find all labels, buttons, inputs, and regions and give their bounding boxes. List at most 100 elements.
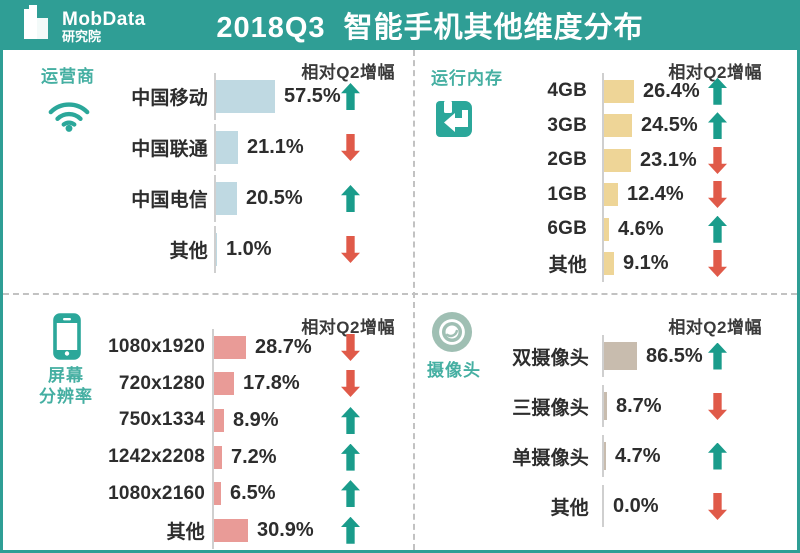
category-label: 1080x2160 xyxy=(108,482,205,504)
axis-line xyxy=(602,72,604,110)
trend-down-icon xyxy=(708,147,727,174)
value-label: 30.9% xyxy=(257,518,314,541)
category-label: 双摄像头 xyxy=(512,347,589,369)
axis-line xyxy=(602,176,604,214)
vertical-divider xyxy=(413,50,415,550)
memory-icon xyxy=(433,98,475,145)
axis-line xyxy=(214,73,216,120)
category-label: 其他 xyxy=(550,497,589,519)
q2-growth-header: 相对Q2增幅 xyxy=(668,63,762,82)
value-label: 86.5% xyxy=(646,344,703,367)
chart-row: 双摄像头 86.5% xyxy=(415,331,797,381)
chart-row: 6GB 4.6% xyxy=(415,210,797,248)
category-label: 中国电信 xyxy=(131,190,208,211)
axis-line xyxy=(214,175,216,222)
value-label: 1.0% xyxy=(226,238,272,260)
trend-down-icon xyxy=(708,250,727,277)
bar xyxy=(604,442,606,470)
chart-row: 720x1280 17.8% xyxy=(3,365,413,403)
bar xyxy=(216,233,217,266)
chart-row: 1080x2160 6.5% xyxy=(3,475,413,513)
trend-up-icon xyxy=(708,112,727,140)
trend-up-icon xyxy=(341,406,360,434)
page-title: 2018Q3 智能手机其他维度分布 xyxy=(216,12,644,44)
axis-line xyxy=(212,365,214,403)
chart-row: 1GB 12.4% xyxy=(415,176,797,214)
value-label: 6.5% xyxy=(230,482,276,505)
value-label: 0.0% xyxy=(613,494,659,517)
horizontal-divider xyxy=(3,293,797,295)
chart-row: 单摄像头 4.7% xyxy=(415,431,797,481)
value-label: 26.4% xyxy=(643,79,700,102)
trend-up-icon xyxy=(341,83,360,110)
category-label: 中国移动 xyxy=(131,88,208,109)
carrier-section-label: 运营商 xyxy=(41,67,95,86)
q2-growth-header: 相对Q2增幅 xyxy=(301,318,395,337)
bar xyxy=(604,114,632,138)
bar xyxy=(214,518,248,542)
trend-down-icon xyxy=(341,334,360,361)
trend-up-icon xyxy=(708,342,727,370)
value-label: 21.1% xyxy=(247,136,304,158)
bar xyxy=(216,80,275,113)
trend-up-icon xyxy=(341,185,360,212)
chart-row: 4GB 26.4% xyxy=(415,72,797,110)
bar xyxy=(214,335,246,359)
axis-line xyxy=(602,141,604,179)
trend-up-icon xyxy=(708,215,727,243)
phone-icon xyxy=(53,313,81,365)
axis-line xyxy=(602,210,604,248)
axis-line xyxy=(212,328,214,366)
building-logo-icon xyxy=(20,5,54,48)
trend-down-icon xyxy=(341,370,360,397)
q2-growth-header: 相对Q2增幅 xyxy=(301,63,395,82)
category-label: 中国联通 xyxy=(131,139,208,160)
axis-line xyxy=(602,385,604,427)
axis-line xyxy=(602,335,604,377)
bar xyxy=(214,372,234,396)
logo-title: MobData xyxy=(62,8,146,30)
trend-up-icon xyxy=(341,516,360,544)
bar xyxy=(604,342,637,370)
bar xyxy=(214,408,224,432)
bar xyxy=(216,131,238,164)
trend-down-icon xyxy=(708,181,727,208)
carrier-chart: 运营商 相对Q2增幅 中国移动 57.5% 中国联通 21.1% 中国电信 20.5% 其他… xyxy=(3,53,413,293)
bar xyxy=(604,183,618,207)
chart-row: 中国联通 21.1% xyxy=(3,122,413,173)
resolution-section-label: 屏幕 分辨率 xyxy=(39,366,93,407)
axis-line xyxy=(602,435,604,477)
value-label: 9.1% xyxy=(623,252,669,275)
value-label: 20.5% xyxy=(246,187,303,209)
category-label: 三摄像头 xyxy=(512,397,589,419)
axis-line xyxy=(214,124,216,171)
category-label: 其他 xyxy=(169,241,208,262)
trend-down-icon xyxy=(341,134,360,161)
ram-chart: 运行内存 相对Q2增幅 4GB 26.4% 3GB 24.5% 2GB 23.1% 1GB 1… xyxy=(415,53,797,293)
category-label: 单摄像头 xyxy=(512,447,589,469)
category-label: 其他 xyxy=(548,255,587,277)
bar xyxy=(604,252,614,276)
chart-row: 2GB 23.1% xyxy=(415,141,797,179)
axis-line xyxy=(602,245,604,283)
camera-section-label: 摄像头 xyxy=(427,361,481,380)
trend-down-icon xyxy=(708,393,727,420)
trend-down-icon xyxy=(341,236,360,263)
value-label: 12.4% xyxy=(627,183,684,206)
value-label: 4.7% xyxy=(615,444,661,467)
value-label: 7.2% xyxy=(231,445,277,468)
value-label: 8.9% xyxy=(233,408,279,431)
wifi-icon xyxy=(46,95,92,138)
category-label: 1GB xyxy=(547,183,587,205)
chart-row: 1080x1920 28.7% xyxy=(3,328,413,366)
header-bar: 2018Q3 智能手机其他维度分布 MobData 研究院 xyxy=(0,0,800,50)
category-label: 1080x1920 xyxy=(108,336,205,358)
axis-line xyxy=(212,438,214,476)
trend-up-icon xyxy=(708,442,727,470)
mobdata-logo: MobData 研究院 xyxy=(20,5,146,48)
resolution-chart: 屏幕 分辨率 相对Q2增幅 1080x1920 28.7% 720x1280 17.8… xyxy=(3,295,413,550)
chart-row: 3GB 24.5% xyxy=(415,107,797,145)
chart-row: 其他 0.0% xyxy=(415,481,797,531)
category-label: 4GB xyxy=(547,80,587,102)
